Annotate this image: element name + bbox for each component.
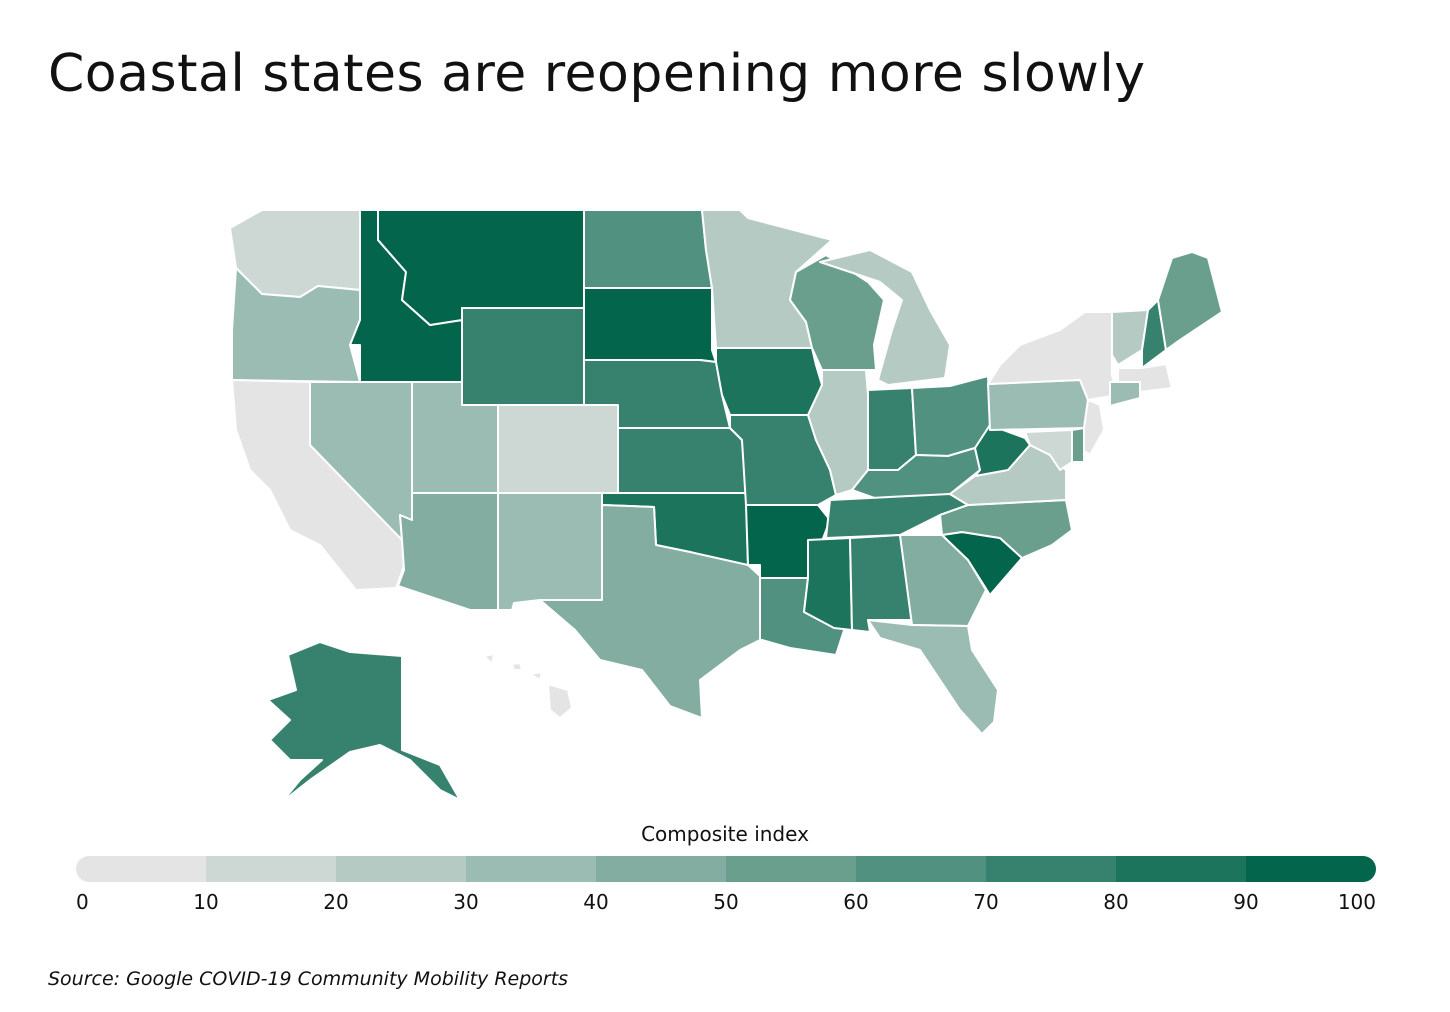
state-IA (715, 347, 823, 416)
state-MS (803, 537, 853, 631)
legend-tick-label: 30 (453, 890, 479, 914)
state-CO (497, 404, 619, 494)
state-AZ (397, 492, 499, 611)
legend-tick-label: 40 (583, 890, 609, 914)
legend-segment (726, 856, 856, 882)
state-CT (1109, 381, 1141, 407)
source-note: Source: Google COVID-19 Community Mobili… (48, 968, 569, 990)
state-FL (867, 619, 999, 735)
state-KS (617, 427, 747, 494)
legend-title: Composite index (641, 822, 809, 846)
state-VT (1111, 309, 1149, 366)
legend-segment (1246, 856, 1376, 882)
state-DE (1071, 427, 1085, 463)
legend-tick-label: 20 (323, 890, 349, 914)
legend-tick-label: 80 (1103, 890, 1129, 914)
state-WY (461, 307, 585, 406)
state-IN (867, 387, 917, 471)
legend-segment (336, 856, 466, 882)
legend-segment (596, 856, 726, 882)
state-SD (583, 287, 717, 363)
legend-tick-label: 100 (1337, 890, 1376, 914)
state-ND (583, 209, 713, 289)
legend-segment (1116, 856, 1246, 882)
legend-tick-label: 90 (1233, 890, 1259, 914)
legend-tick-label: 0 (76, 890, 89, 914)
legend-tick-label: 60 (843, 890, 869, 914)
legend-segment (856, 856, 986, 882)
legend-segment (76, 856, 206, 882)
state-MD (1024, 429, 1073, 471)
legend-segment (466, 856, 596, 882)
chart-title: Coastal states are reopening more slowly (48, 44, 1146, 104)
state-MI (819, 249, 951, 386)
state-TX (539, 504, 761, 719)
state-IL (807, 369, 869, 496)
state-ME (1157, 251, 1223, 351)
legend-tick-label: 50 (713, 890, 739, 914)
legend-segment (986, 856, 1116, 882)
state-AK (267, 641, 461, 803)
state-NM (497, 492, 603, 611)
legend-color-scale (76, 856, 1376, 882)
legend-tick-label: 70 (973, 890, 999, 914)
legend-segment (206, 856, 336, 882)
state-PA (987, 379, 1089, 431)
state-NY (987, 311, 1119, 401)
state-HI (483, 653, 573, 719)
legend-tick-label: 10 (193, 890, 219, 914)
